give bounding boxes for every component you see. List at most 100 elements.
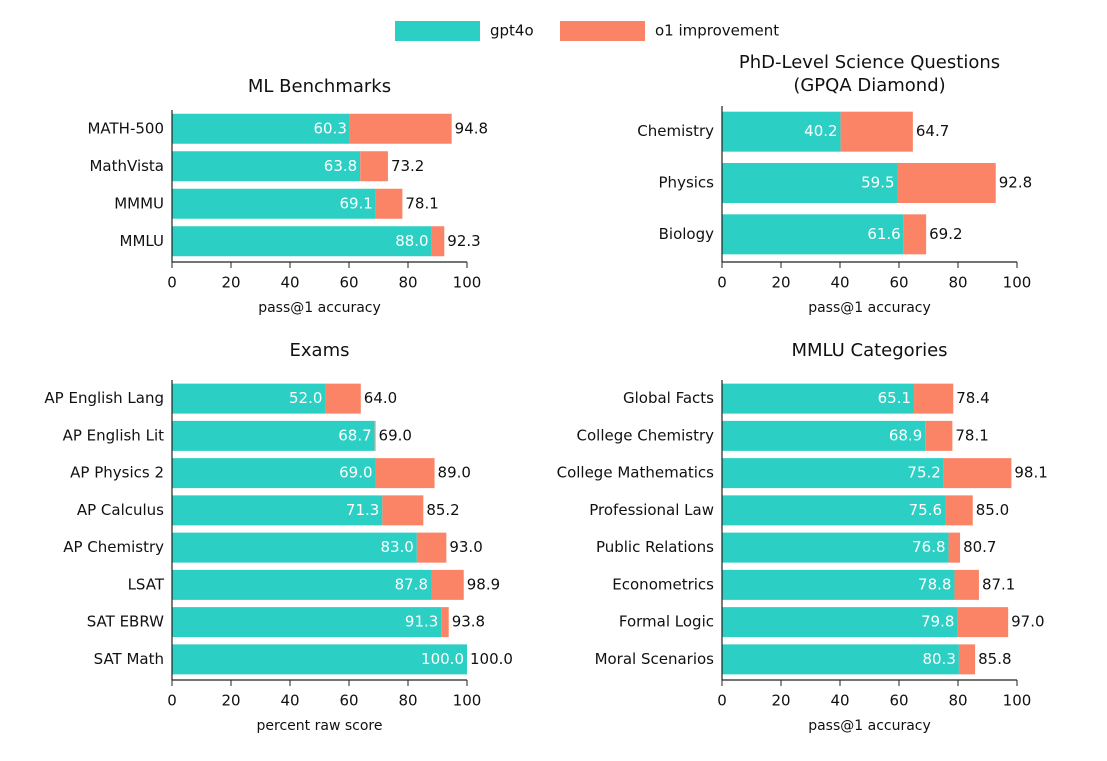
bar-improvement xyxy=(431,569,464,600)
bar-gpt4o xyxy=(172,532,417,563)
x-tick-label: 40 xyxy=(830,692,849,710)
x-tick-label: 100 xyxy=(453,274,482,292)
bar-gpt4o xyxy=(172,569,432,600)
total-label: 92.8 xyxy=(999,174,1032,192)
x-tick-label: 60 xyxy=(889,692,908,710)
total-label: 78.1 xyxy=(955,426,988,444)
y-tick-label: Professional Law xyxy=(589,501,714,519)
bar-gpt4o xyxy=(172,607,442,638)
total-label: 78.1 xyxy=(405,194,438,212)
y-tick-label: Public Relations xyxy=(596,538,714,556)
total-label: 73.2 xyxy=(391,157,424,175)
bar-improvement xyxy=(943,458,1012,489)
x-tick-label: 60 xyxy=(889,274,908,292)
total-label: 97.0 xyxy=(1011,613,1044,631)
bar-improvement xyxy=(416,532,447,563)
total-label: 93.8 xyxy=(452,613,485,631)
bar-improvement xyxy=(382,495,424,526)
value-label: 60.3 xyxy=(313,119,346,137)
bar-gpt4o xyxy=(722,458,944,489)
bar-improvement xyxy=(431,226,445,257)
x-axis-label: pass@1 accuracy xyxy=(808,300,931,316)
x-tick-label: 80 xyxy=(948,692,967,710)
x-axis-label: pass@1 accuracy xyxy=(808,718,931,734)
value-label: 69.0 xyxy=(339,464,372,482)
value-label: 68.7 xyxy=(338,426,371,444)
legend-label: o1 improvement xyxy=(655,22,779,40)
bar-gpt4o xyxy=(172,458,376,489)
x-tick-label: 20 xyxy=(221,692,240,710)
bar-improvement xyxy=(375,188,403,219)
value-label: 61.6 xyxy=(867,225,900,243)
bar-improvement xyxy=(375,458,435,489)
x-tick-label: 60 xyxy=(339,692,358,710)
y-tick-label: AP Chemistry xyxy=(63,538,164,556)
total-label: 69.2 xyxy=(929,225,962,243)
y-tick-label: MMLU xyxy=(120,232,164,250)
bar-improvement xyxy=(914,383,954,414)
x-tick-label: 0 xyxy=(167,692,177,710)
value-label: 80.3 xyxy=(922,650,955,668)
bar-gpt4o xyxy=(722,607,958,638)
x-tick-label: 0 xyxy=(717,274,727,292)
legend-swatch xyxy=(560,21,645,41)
bar-improvement xyxy=(954,569,979,600)
x-tick-label: 40 xyxy=(280,692,299,710)
bar-improvement xyxy=(349,113,452,144)
x-tick-label: 20 xyxy=(221,274,240,292)
value-label: 69.1 xyxy=(339,194,372,212)
bar-improvement xyxy=(840,111,913,152)
bar-improvement xyxy=(958,644,976,675)
bar-gpt4o xyxy=(172,420,375,451)
total-label: 98.1 xyxy=(1014,464,1047,482)
x-tick-label: 60 xyxy=(339,274,358,292)
bar-gpt4o xyxy=(172,151,361,182)
bar-improvement xyxy=(441,607,449,638)
y-tick-label: MMMU xyxy=(114,194,164,212)
y-tick-label: Global Facts xyxy=(623,389,714,407)
value-label: 52.0 xyxy=(289,389,322,407)
bar-improvement xyxy=(325,383,361,414)
x-tick-label: 100 xyxy=(453,692,482,710)
value-label: 65.1 xyxy=(878,389,911,407)
x-axis-label: pass@1 accuracy xyxy=(258,300,381,316)
bar-gpt4o xyxy=(172,226,432,257)
bar-gpt4o xyxy=(722,163,898,203)
legend-swatch xyxy=(395,21,480,41)
total-label: 80.7 xyxy=(963,538,996,556)
bar-gpt4o xyxy=(722,495,946,526)
value-label: 71.3 xyxy=(346,501,379,519)
bar-improvement xyxy=(957,607,1009,638)
bar-improvement xyxy=(897,163,996,203)
total-label: 89.0 xyxy=(438,464,471,482)
value-label: 63.8 xyxy=(324,157,357,175)
y-tick-label: Chemistry xyxy=(637,122,714,140)
y-tick-label: MathVista xyxy=(89,157,164,175)
total-label: 92.3 xyxy=(447,232,480,250)
y-tick-label: LSAT xyxy=(128,575,165,593)
bar-improvement xyxy=(925,420,953,451)
value-label: 40.2 xyxy=(804,122,837,140)
x-tick-label: 0 xyxy=(167,274,177,292)
value-label: 78.8 xyxy=(918,575,951,593)
y-tick-label: SAT Math xyxy=(94,650,164,668)
y-tick-label: College Mathematics xyxy=(557,464,715,482)
value-label: 75.2 xyxy=(907,464,940,482)
total-label: 64.7 xyxy=(916,122,949,140)
total-label: 64.0 xyxy=(364,389,397,407)
total-label: 85.0 xyxy=(976,501,1009,519)
value-label: 76.8 xyxy=(912,538,945,556)
value-label: 83.0 xyxy=(380,538,413,556)
total-label: 98.9 xyxy=(467,575,500,593)
legend-label: gpt4o xyxy=(490,22,534,40)
x-axis-label: percent raw score xyxy=(257,718,383,734)
panel-title: MMLU Categories xyxy=(791,340,947,361)
total-label: 78.4 xyxy=(956,389,989,407)
total-label: 100.0 xyxy=(470,650,513,668)
x-tick-label: 80 xyxy=(398,274,417,292)
value-label: 79.8 xyxy=(921,613,954,631)
value-label: 68.9 xyxy=(889,426,922,444)
bar-gpt4o xyxy=(722,420,926,451)
x-tick-label: 40 xyxy=(280,274,299,292)
